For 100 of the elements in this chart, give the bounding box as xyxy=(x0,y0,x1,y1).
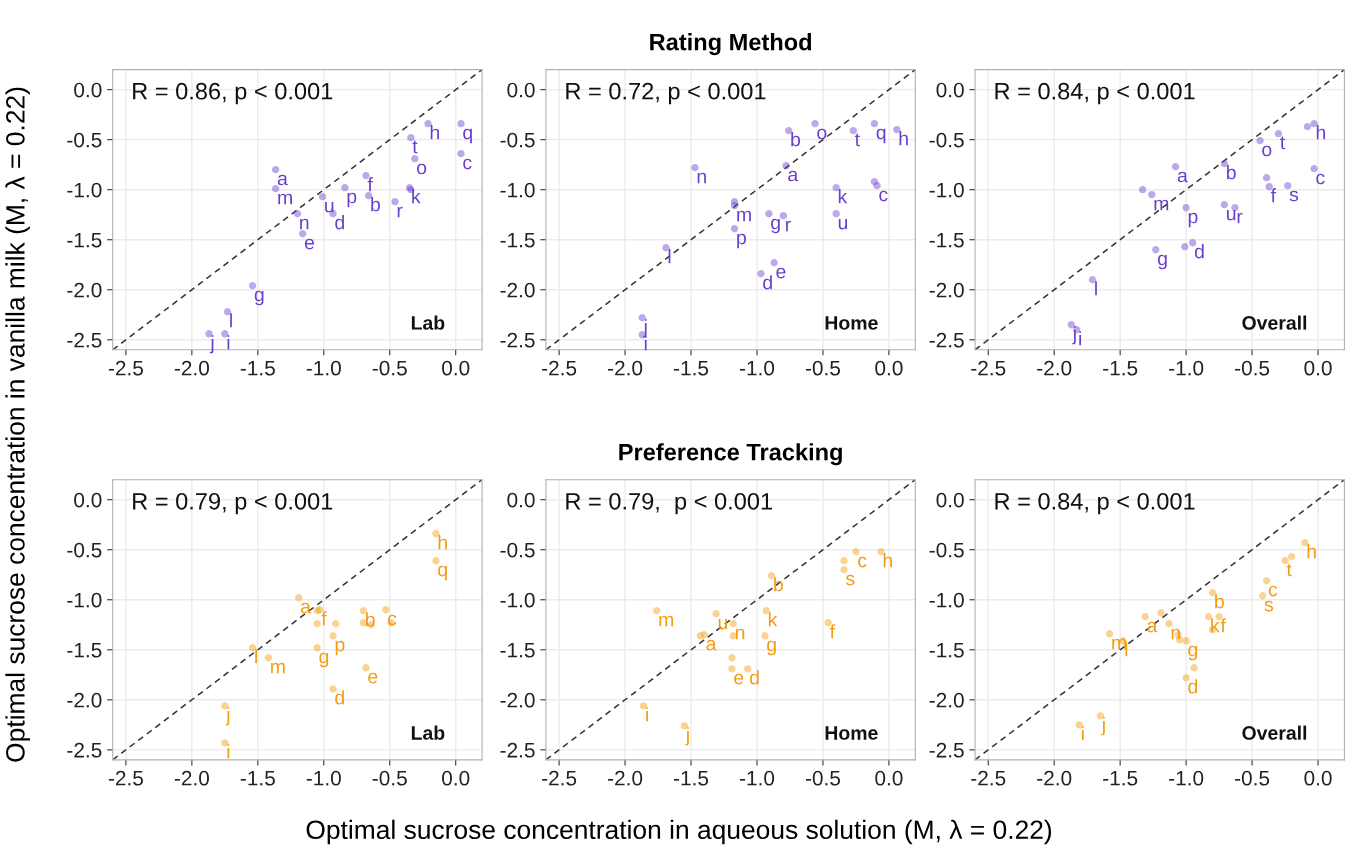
annotation: a xyxy=(300,602,311,614)
point xyxy=(1220,201,1229,209)
y-tick-label: 0.0 xyxy=(936,82,964,98)
annotation: p xyxy=(737,233,746,249)
x-tick-label: -1.0 xyxy=(739,360,775,376)
point xyxy=(765,210,773,218)
point xyxy=(762,607,770,615)
y-tick-label: -2.5 xyxy=(500,742,535,758)
annotation: d xyxy=(335,690,344,705)
point xyxy=(728,665,736,673)
y-tick-label: -1.0 xyxy=(67,592,102,608)
annotation: k xyxy=(1211,618,1220,633)
point xyxy=(730,225,739,233)
annotation: d xyxy=(749,670,759,685)
point xyxy=(767,572,776,580)
y-tick-label: -2.0 xyxy=(929,692,964,708)
x-tick-label: -2.0 xyxy=(174,770,209,786)
point xyxy=(295,594,303,602)
point xyxy=(779,212,788,220)
y-tick-label: 0.0 xyxy=(507,82,535,98)
annotation: n xyxy=(697,172,706,184)
point xyxy=(1148,191,1156,199)
annotation: c xyxy=(1316,173,1325,185)
point xyxy=(264,654,273,662)
point xyxy=(782,162,790,170)
point xyxy=(271,185,280,193)
point xyxy=(1301,539,1309,547)
y-tick-label: -1.5 xyxy=(929,232,964,248)
point xyxy=(824,619,832,627)
y-tick-label: 0.0 xyxy=(74,492,102,508)
point xyxy=(728,654,736,662)
annotation: q xyxy=(438,565,447,581)
annotation: R = 0.79, p < 0.001 xyxy=(133,492,333,515)
point xyxy=(1182,674,1190,682)
point xyxy=(849,126,857,135)
annotation: b xyxy=(1215,594,1224,609)
y-tick-label: -2.0 xyxy=(67,692,102,708)
annotation: l xyxy=(1095,281,1097,296)
point xyxy=(1189,239,1197,247)
point xyxy=(770,259,778,267)
y-axis-title: Optimal sucrose concentration in vanilla milk (M, λ = 0.22) xyxy=(5,87,30,762)
point xyxy=(1220,160,1229,168)
y-tick-label: -0.5 xyxy=(500,542,535,558)
annotation: m xyxy=(271,662,285,674)
x-tick-label: -0.5 xyxy=(1235,770,1270,786)
annotation: f xyxy=(829,624,836,639)
annotation: R = 0.84, p < 0.001 xyxy=(995,82,1195,105)
point xyxy=(1262,577,1271,585)
annotation: f xyxy=(367,177,373,192)
point xyxy=(877,548,885,556)
annotation: b xyxy=(791,132,801,147)
y-tick-label: -1.0 xyxy=(500,592,535,608)
annotation: j xyxy=(209,335,214,354)
annotation: u xyxy=(325,201,334,213)
y-tick-label: -2.0 xyxy=(67,282,102,298)
annotation: l xyxy=(1125,642,1128,657)
point xyxy=(223,308,232,316)
x-tick-label: -0.5 xyxy=(372,770,407,786)
point xyxy=(761,632,769,640)
annotation: i xyxy=(1081,726,1084,741)
point xyxy=(221,739,229,747)
annotation: o xyxy=(417,163,427,175)
point xyxy=(730,202,739,210)
point xyxy=(1281,557,1289,565)
point xyxy=(248,282,257,290)
annotation: c xyxy=(858,556,867,568)
x-tick-label: 0.0 xyxy=(1304,360,1332,376)
point xyxy=(757,270,765,278)
point xyxy=(1204,613,1213,621)
point xyxy=(382,606,390,614)
annotation: r xyxy=(786,220,791,232)
point xyxy=(832,210,840,218)
annotation: k xyxy=(838,189,848,204)
point xyxy=(1265,183,1273,191)
y-tick-label: -2.0 xyxy=(500,282,535,298)
y-tick-label: -2.5 xyxy=(67,742,102,758)
annotation: j xyxy=(1072,326,1076,345)
x-tick-label: -1.5 xyxy=(240,771,275,786)
annotation: h xyxy=(438,535,447,550)
point xyxy=(870,119,879,128)
y-tick-label: -1.0 xyxy=(929,182,964,198)
y-tick-label: -1.5 xyxy=(500,232,535,248)
x-tick-label: -1.5 xyxy=(1103,360,1138,376)
annotation: o xyxy=(1262,145,1272,157)
annotation: Overall xyxy=(1242,725,1307,740)
y-tick-label: 0.0 xyxy=(74,82,102,98)
annotation: h xyxy=(899,131,908,146)
annotation: Lab xyxy=(411,725,445,740)
annotation: g xyxy=(767,640,776,656)
x-tick-label: -2.5 xyxy=(108,360,143,376)
annotation: t xyxy=(1286,563,1292,577)
annotation: b xyxy=(371,197,381,212)
annotation: j xyxy=(685,727,689,746)
point xyxy=(784,126,793,135)
annotation: R = 0.79, p < 0.001 xyxy=(566,492,772,515)
annotation: R = 0.72, p < 0.001 xyxy=(566,82,766,105)
x-tick-label: -2.0 xyxy=(1037,770,1072,786)
point xyxy=(1258,592,1267,600)
annotation: t xyxy=(854,133,860,147)
annotation: r xyxy=(397,206,403,218)
